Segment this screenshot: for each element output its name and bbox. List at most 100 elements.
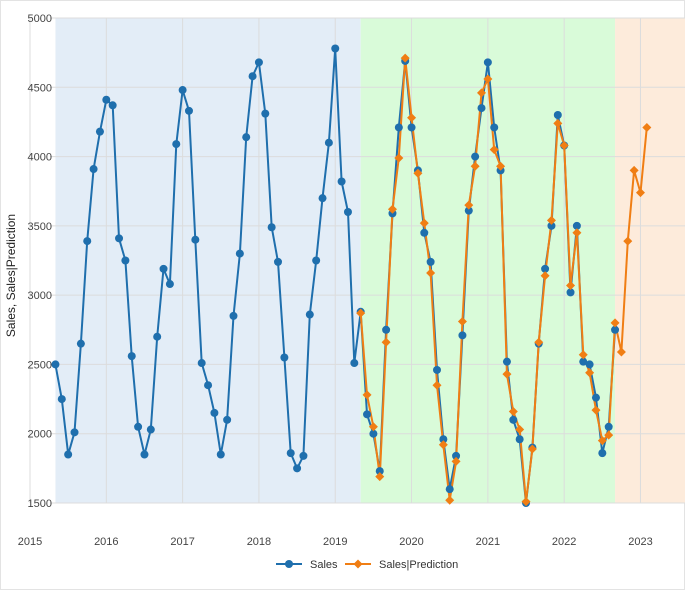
- data-point: [515, 425, 525, 435]
- data-point: [140, 450, 149, 459]
- data-point: [223, 415, 232, 424]
- data-point: [274, 257, 283, 266]
- data-point: [204, 381, 213, 390]
- data-point: [324, 138, 333, 147]
- data-point: [483, 74, 493, 84]
- data-point: [483, 58, 492, 67]
- y-tick-label: 5000: [28, 13, 52, 25]
- data-point: [579, 357, 588, 366]
- data-point: [121, 256, 130, 265]
- data-point: [597, 436, 607, 446]
- data-point: [572, 228, 582, 238]
- data-point: [534, 337, 544, 347]
- data-point: [197, 359, 206, 368]
- y-tick-label: 3000: [28, 290, 52, 302]
- data-point: [381, 337, 391, 347]
- data-point: [337, 177, 346, 186]
- data-point: [312, 256, 321, 265]
- series-markers: [51, 44, 652, 507]
- legend-label: Sales|Prediction: [379, 559, 458, 571]
- data-point: [331, 44, 340, 53]
- data-point: [210, 408, 219, 417]
- data-point: [611, 325, 620, 334]
- x-tick-label: 2020: [399, 536, 423, 548]
- data-point: [509, 415, 518, 424]
- data-point: [318, 194, 327, 203]
- data-point: [419, 218, 429, 228]
- legend-item[interactable]: Sales|Prediction: [345, 559, 458, 571]
- data-point: [280, 353, 289, 362]
- legend-item[interactable]: Sales: [276, 559, 338, 571]
- data-point: [610, 318, 620, 328]
- gridlines: [29, 17, 685, 504]
- data-point: [508, 407, 518, 417]
- data-point: [438, 440, 448, 450]
- data-point: [553, 111, 562, 119]
- data-point: [445, 485, 454, 494]
- data-point: [178, 86, 187, 95]
- data-point: [267, 223, 276, 232]
- data-point: [261, 109, 270, 118]
- data-point: [242, 133, 251, 142]
- data-point: [490, 123, 499, 132]
- data-point: [464, 206, 473, 215]
- data-point: [387, 204, 397, 214]
- data-point: [635, 188, 645, 198]
- data-point: [578, 350, 588, 360]
- data-point: [464, 200, 474, 210]
- data-point: [286, 449, 295, 458]
- data-point: [591, 393, 600, 402]
- data-point: [95, 127, 104, 136]
- x-tick-label: 2015: [18, 536, 42, 548]
- data-point: [57, 395, 66, 404]
- data-point: [51, 360, 60, 369]
- data-point: [350, 359, 359, 368]
- data-point: [368, 422, 378, 432]
- data-point: [623, 236, 633, 246]
- x-tick-label: 2022: [552, 536, 576, 548]
- data-point: [216, 450, 225, 459]
- data-point: [108, 101, 117, 110]
- legend[interactable]: Sales Sales|Prediction: [276, 559, 458, 571]
- data-point: [369, 429, 378, 438]
- data-point: [432, 380, 442, 390]
- data-point: [585, 360, 594, 369]
- data-point: [413, 168, 423, 178]
- data-point: [547, 221, 556, 230]
- data-point: [604, 430, 614, 440]
- data-point: [616, 347, 626, 357]
- data-point: [165, 280, 174, 289]
- data-point: [184, 106, 193, 115]
- y-tick-label: 2000: [28, 429, 52, 441]
- data-point: [235, 249, 244, 258]
- data-point: [585, 368, 595, 378]
- data-point: [299, 451, 308, 460]
- data-point: [400, 53, 410, 63]
- data-point: [432, 365, 441, 374]
- y-tick-label: 2500: [28, 359, 52, 371]
- x-tick-label: 2021: [476, 536, 500, 548]
- data-point: [362, 390, 372, 400]
- data-point: [452, 451, 461, 460]
- data-point: [445, 495, 455, 505]
- data-point: [521, 497, 531, 507]
- data-point: [83, 237, 92, 246]
- data-point: [127, 352, 136, 361]
- data-point: [363, 410, 372, 419]
- data-point: [439, 435, 448, 444]
- data-point: [229, 311, 238, 320]
- data-point: [515, 435, 524, 444]
- data-point: [115, 234, 124, 243]
- data-point: [629, 165, 639, 175]
- data-point: [546, 215, 556, 225]
- data-point: [489, 145, 499, 155]
- data-point: [293, 464, 302, 473]
- legend-marker: [353, 559, 363, 569]
- y-tick-label: 1500: [28, 498, 52, 510]
- data-point: [540, 271, 550, 281]
- data-point: [382, 325, 391, 334]
- x-axis-ticks: 2015 2016 2017 2018 2019 2020 2021 2022 2023: [18, 536, 653, 548]
- data-point: [172, 140, 181, 149]
- legend-marker: [285, 560, 293, 568]
- data-point: [102, 95, 111, 104]
